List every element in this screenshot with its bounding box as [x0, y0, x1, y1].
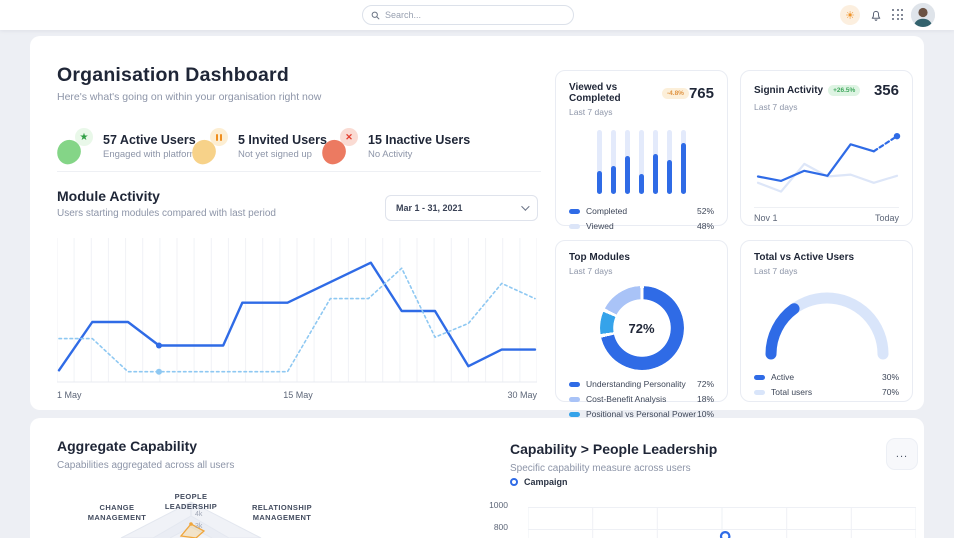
grid-icon [892, 9, 904, 21]
more-options-button[interactable]: ... [886, 438, 918, 470]
radar-tick-3k: 3k [195, 523, 203, 530]
legend-item: Viewed 48% [569, 221, 714, 231]
bar [597, 130, 602, 194]
search-icon [371, 11, 380, 19]
bar [639, 130, 644, 194]
card-period: Last 7 days [569, 107, 613, 117]
total-active-gauge-chart [757, 282, 897, 365]
stat-value: 57 Active Users [103, 132, 196, 147]
top-bar: ☀ [0, 0, 954, 30]
change-badge: +26.5% [828, 85, 861, 96]
radar-tick-4k: 4k [195, 511, 203, 518]
page-subtitle: Here's what's going on within your organ… [57, 91, 322, 103]
x-axis-label-start: 1 May [57, 390, 82, 400]
card-title: Viewed vs Completed [569, 82, 621, 104]
x-axis-label-end: 30 May [507, 390, 537, 400]
bar [681, 130, 686, 194]
module-activity-title: Module Activity [57, 188, 160, 204]
active-users-icon: ★ [54, 128, 93, 167]
legend-item: Positional vs Personal Power 10% [569, 409, 714, 419]
date-range-select[interactable]: Mar 1 - 31, 2021 [385, 195, 538, 221]
card-top-modules: Top Modules Last 7 days 72% Understandin… [555, 240, 728, 419]
card-period: Last 7 days [754, 102, 798, 112]
signin-line-chart [756, 132, 901, 193]
radar-axis-left: CHANGE MANAGEMENT [87, 503, 147, 522]
card-total-vs-active: Total vs Active Users Last 7 days Active… [740, 240, 913, 402]
radar-data-polygon [179, 523, 206, 538]
page-title: Organisation Dashboard [57, 64, 289, 86]
legend-item: Cost-Benefit Analysis 18% [569, 394, 714, 404]
chevron-down-icon [521, 202, 530, 211]
cross-icon: ✕ [345, 131, 353, 142]
module-activity-subtitle: Users starting modules compared with las… [57, 208, 276, 219]
search-input[interactable] [385, 10, 565, 20]
date-range-value: Mar 1 - 31, 2021 [396, 203, 463, 213]
card-total-value: 356 [873, 82, 899, 99]
card-viewed-vs-completed: Viewed vs Completed -4.8% 765 Last 7 day… [555, 70, 728, 231]
card-total-value: 765 [688, 84, 714, 102]
legend-item: Active 30% [754, 372, 899, 382]
stat-sublabel: Engaged with platform [103, 148, 198, 160]
theme-toggle-button[interactable]: ☀ [840, 5, 860, 25]
stat-invited-users: 5 Invited Users Not yet signed up [189, 128, 327, 167]
scatter-legend: Campaign [510, 477, 568, 487]
search-box[interactable] [362, 5, 574, 25]
card-signin-activity: Signin Activity +26.5% 356 Last 7 days N… [740, 70, 913, 226]
bar [653, 130, 658, 194]
donut-center-value: 72% [628, 320, 655, 336]
capability-scatter-chart [528, 507, 916, 538]
y-tick-1000: 1000 [489, 500, 508, 510]
campaign-marker-icon [510, 478, 518, 486]
stat-active-users: ★ 57 Active Users Engaged with platform [54, 128, 198, 167]
inactive-users-icon: ✕ [319, 128, 358, 167]
y-tick-800: 800 [493, 522, 508, 532]
card-title: Top Modules [569, 252, 630, 263]
apps-menu-button[interactable] [888, 5, 908, 25]
card-period: Last 7 days [569, 266, 613, 276]
legend-item: Understanding Personality 72% [569, 379, 714, 389]
viewed-completed-bar-chart [569, 130, 714, 194]
capability-radar-chart [120, 501, 262, 538]
star-icon: ★ [79, 131, 89, 143]
radar-axis-right: RELATIONSHIP MANAGEMENT [251, 503, 313, 522]
bell-icon [871, 10, 881, 21]
stat-value: 5 Invited Users [238, 132, 327, 147]
legend-label: Campaign [524, 477, 568, 487]
stat-sublabel: Not yet signed up [238, 148, 312, 160]
card-period: Last 7 days [754, 266, 798, 276]
person-icon [911, 3, 935, 27]
section-divider [57, 171, 541, 172]
x-axis-label-end: Today [874, 213, 899, 223]
notifications-button[interactable] [866, 5, 886, 25]
x-axis-label-mid: 15 May [283, 390, 313, 400]
bar [667, 130, 672, 194]
radar-axis-top: PEOPLE LEADERSHIP [164, 492, 218, 511]
card-title: Total vs Active Users [754, 252, 855, 263]
module-activity-chart [57, 238, 537, 383]
stat-value: 15 Inactive Users [368, 132, 471, 147]
capability-detail-subtitle: Specific capability measure across users [510, 463, 691, 474]
legend-item: Total users 70% [754, 387, 899, 397]
pause-icon [215, 133, 223, 141]
bar [611, 130, 616, 194]
legend-item: Completed 52% [569, 206, 714, 216]
invited-users-icon [189, 128, 228, 167]
sun-icon: ☀ [845, 9, 855, 22]
bar [625, 130, 630, 194]
aggregate-capability-subtitle: Capabilities aggregated across all users [57, 460, 235, 471]
card-title: Signin Activity [754, 85, 824, 96]
stat-inactive-users: ✕ 15 Inactive Users No Activity [319, 128, 471, 167]
x-axis-label-start: Nov 1 [754, 213, 778, 223]
user-avatar[interactable] [911, 3, 935, 27]
top-modules-donut-chart: 72% [599, 286, 684, 370]
capability-detail-title: Capability > People Leadership [510, 441, 718, 457]
stat-sublabel: No Activity [368, 148, 413, 160]
aggregate-capability-title: Aggregate Capability [57, 438, 198, 454]
change-badge: -4.8% [661, 87, 689, 99]
